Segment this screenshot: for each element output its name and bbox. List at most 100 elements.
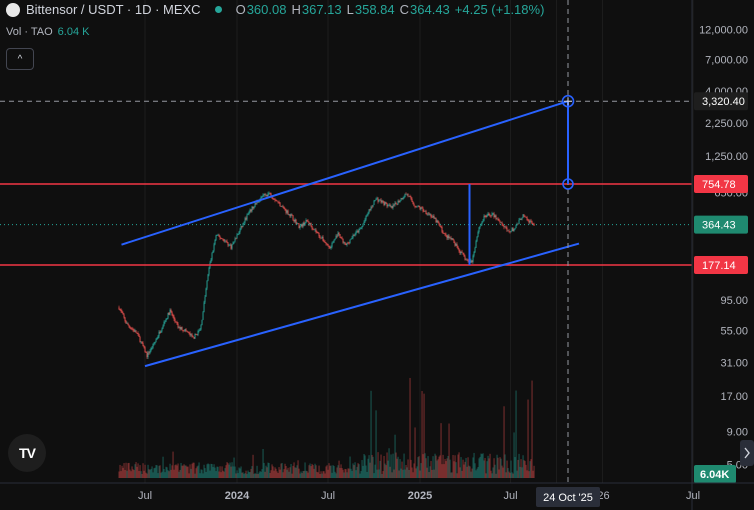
open-label: O xyxy=(235,2,246,17)
volume-bar xyxy=(368,455,370,478)
candle-body xyxy=(239,229,241,233)
candle-body xyxy=(522,214,524,218)
candle-body xyxy=(509,231,511,233)
candle-body xyxy=(447,235,449,239)
candle-body xyxy=(275,200,277,202)
volume-bar xyxy=(425,458,427,478)
volume-bar xyxy=(318,465,320,478)
candle-body xyxy=(498,219,500,221)
candle-body xyxy=(467,260,469,262)
candle-body xyxy=(320,237,322,239)
volume-bar xyxy=(405,464,407,478)
candle-body xyxy=(501,222,503,225)
volume-bar xyxy=(133,470,135,478)
candle-body xyxy=(369,209,371,210)
candle-body xyxy=(326,243,328,245)
candle-body xyxy=(309,223,311,225)
crosshair-date-box xyxy=(536,487,600,507)
volume-bar xyxy=(266,467,268,478)
volume-bar xyxy=(191,463,193,478)
high-value: 367.13 xyxy=(301,2,342,17)
candle-body xyxy=(414,206,416,207)
volume-bar xyxy=(503,406,505,478)
volume-bar xyxy=(333,466,335,478)
volume-bar xyxy=(421,391,423,478)
candle-body xyxy=(520,218,522,220)
volume-bar xyxy=(517,459,519,478)
candle-body xyxy=(405,193,407,195)
candle-body xyxy=(527,219,529,221)
volume-bar xyxy=(379,460,381,478)
candle-body xyxy=(494,215,496,218)
candle-body xyxy=(262,194,264,197)
volume-bar xyxy=(312,465,314,478)
candle-body xyxy=(142,343,144,347)
crosshair-cursor-icon xyxy=(564,97,572,106)
volume-bar xyxy=(287,467,289,478)
candle-body xyxy=(480,224,482,226)
candle-body xyxy=(482,220,484,222)
volume-bar xyxy=(342,469,344,478)
volume-bar xyxy=(303,470,305,478)
volume-bar xyxy=(158,465,160,478)
volume-bar xyxy=(238,467,240,478)
tradingview-logo[interactable]: TV xyxy=(8,434,46,472)
candle-body xyxy=(179,327,181,330)
candle-body xyxy=(362,223,364,227)
candle-body xyxy=(491,213,493,217)
candle-body xyxy=(355,231,357,235)
volume-bar xyxy=(326,465,328,478)
candle-body xyxy=(186,330,188,332)
candle-body xyxy=(339,234,341,238)
volume-bar xyxy=(306,471,308,478)
candle-body xyxy=(127,323,129,326)
volume-bar xyxy=(416,466,418,478)
candle-body xyxy=(525,216,527,218)
volume-bar xyxy=(442,454,444,478)
candle-body xyxy=(490,215,492,217)
candle-body xyxy=(530,220,532,222)
candle-body xyxy=(172,314,174,317)
candle-body xyxy=(287,210,289,215)
volume-bar xyxy=(419,470,421,478)
volume-bar xyxy=(274,467,276,478)
candle-body xyxy=(484,215,486,217)
volume-bar xyxy=(426,467,428,478)
volume-bar xyxy=(172,451,174,478)
volume-bar xyxy=(181,465,183,478)
volume-bar xyxy=(195,468,197,478)
symbol-title[interactable]: Bittensor / USDT · 1D · MEXC xyxy=(26,2,201,17)
candle-body xyxy=(183,330,185,332)
candle-body xyxy=(289,214,291,217)
volume-bar xyxy=(247,470,249,478)
market-status-icon xyxy=(214,6,222,13)
candle-body xyxy=(363,221,365,224)
volume-bar xyxy=(166,467,168,478)
candle-body xyxy=(245,218,247,220)
volume-bar xyxy=(522,455,524,478)
volume-bar xyxy=(219,466,221,478)
volume-bar xyxy=(298,468,300,478)
volume-bar xyxy=(436,460,438,478)
candle-body xyxy=(383,201,385,205)
volume-bar xyxy=(477,467,479,478)
candle-body xyxy=(265,194,267,196)
volume-bar xyxy=(257,473,259,478)
channel-upper-line xyxy=(121,100,569,246)
volume-bar xyxy=(144,464,146,478)
volume-bar xyxy=(454,455,456,478)
candle-body xyxy=(389,204,391,207)
candle-body xyxy=(466,259,468,261)
volume-bar xyxy=(311,463,313,478)
volume-bar xyxy=(258,472,260,478)
candle-body xyxy=(208,267,210,275)
candle-body xyxy=(373,200,375,206)
candle-body xyxy=(418,205,420,208)
collapse-legend-button[interactable]: ^ xyxy=(6,48,34,70)
candle-body xyxy=(189,332,191,336)
volume-bar xyxy=(525,464,527,478)
volume-legend[interactable]: Vol · TAO 6.04 K xyxy=(6,26,89,38)
volume-bar xyxy=(424,453,426,478)
volume-bar xyxy=(431,469,433,478)
